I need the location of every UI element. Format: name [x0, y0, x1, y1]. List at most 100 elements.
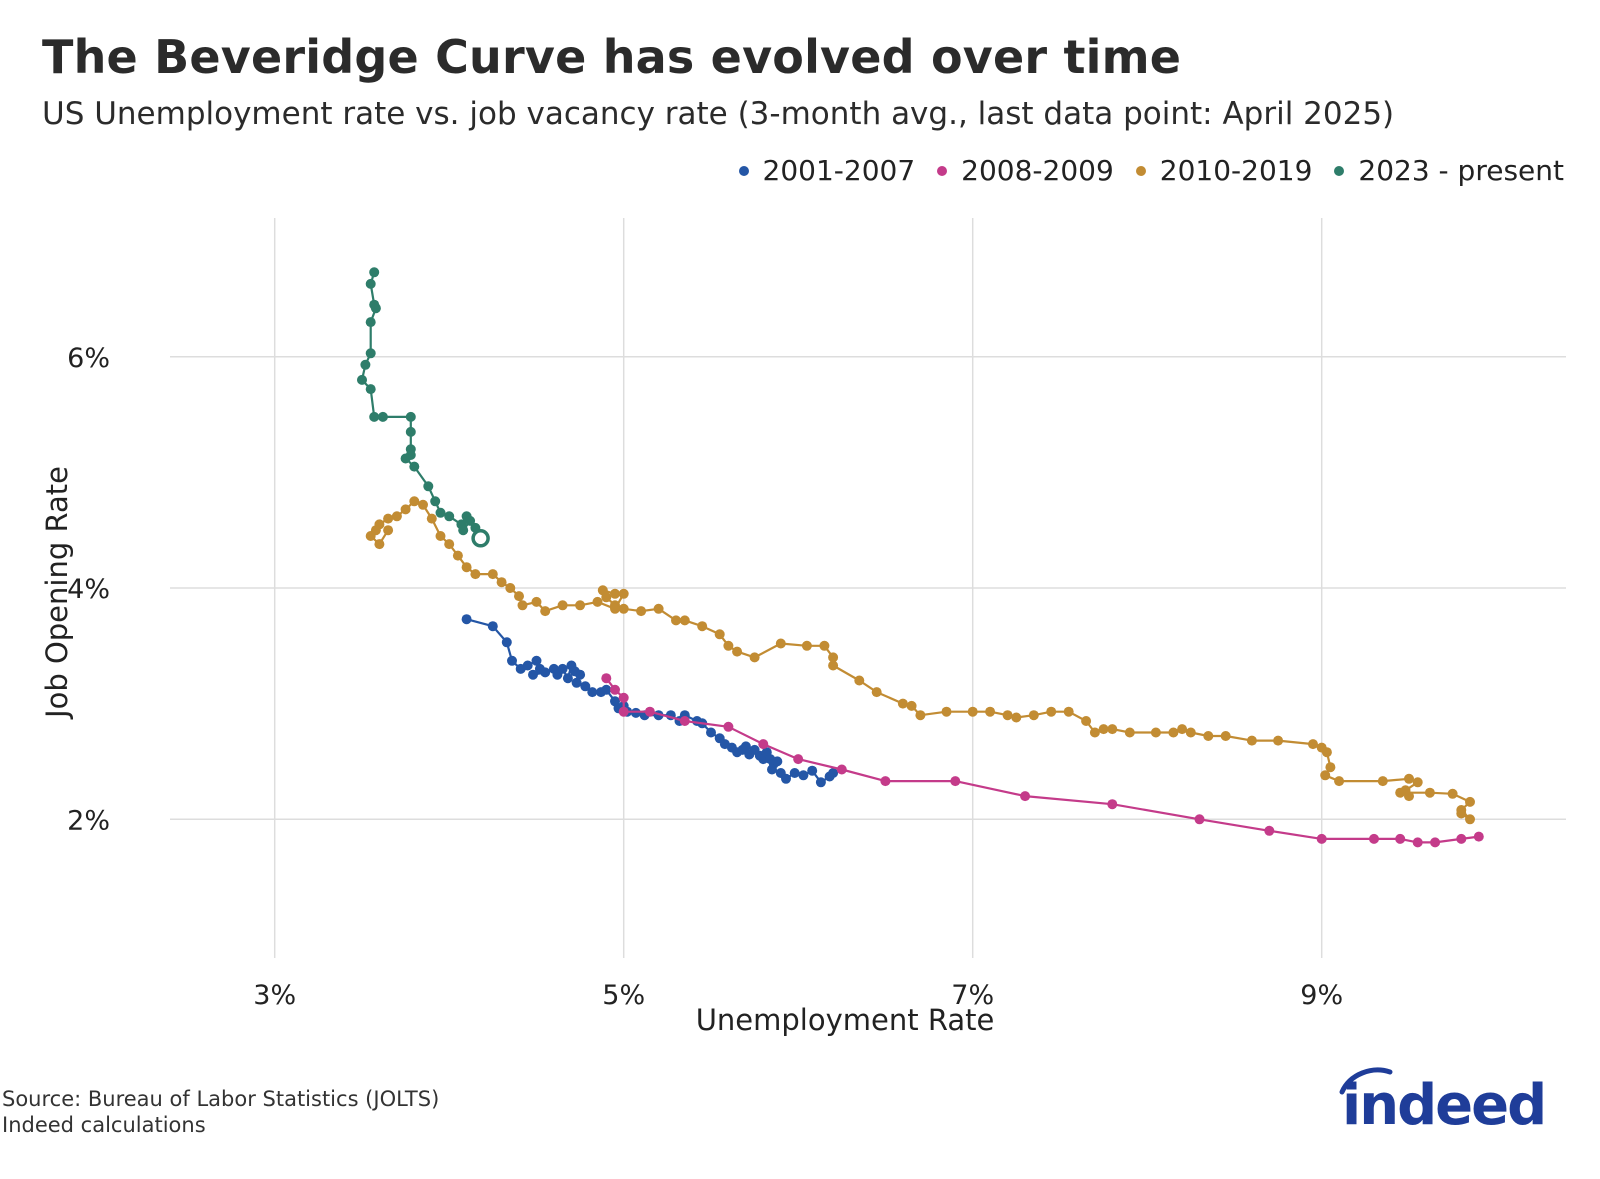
point-2008-2009-5 — [679, 716, 690, 726]
point-2010-2019-2 — [1456, 805, 1467, 815]
point-2010-2019-14 — [1325, 762, 1336, 773]
legend-swatch-2010-2019 — [1135, 165, 1146, 176]
indeed-logo-wordmark: indeed — [1342, 1073, 1545, 1134]
point-2001-2007-13 — [562, 673, 573, 684]
point-2010-2019-23 — [1177, 724, 1188, 735]
point-2023-present-20 — [444, 511, 455, 522]
point-2010-2019-82 — [409, 496, 420, 507]
point-2023-present-24 — [465, 515, 476, 526]
point-2008-2009-4 — [644, 706, 655, 717]
point-2023-present-15 — [400, 453, 411, 464]
point-2010-2019-24 — [1168, 727, 1179, 738]
source-note: Source: Bureau of Labor Statistics (JOLT… — [2, 1086, 439, 1138]
point-2010-2019-21 — [1203, 731, 1214, 741]
point-2008-2009-19 — [1412, 837, 1423, 848]
point-2010-2019-25 — [1150, 727, 1161, 738]
point-2001-2007-40 — [740, 741, 751, 752]
point-2010-2019-46 — [819, 640, 830, 651]
point-2010-2019-63 — [618, 588, 629, 599]
y-tick-label-4: 4% — [67, 574, 110, 605]
point-2010-2019-43 — [854, 675, 865, 686]
point-2008-2009-8 — [793, 754, 804, 765]
point-2008-2009-21 — [1456, 833, 1467, 844]
point-2010-2019-35 — [1002, 710, 1013, 721]
point-2010-2019-26 — [1124, 727, 1135, 738]
point-2010-2019-81 — [418, 499, 428, 510]
point-2010-2019-55 — [671, 615, 681, 626]
point-2023-present-11 — [405, 411, 416, 422]
point-2010-2019-80 — [426, 513, 437, 524]
legend-label-2008-2009: 2008-2009 — [961, 154, 1114, 187]
legend-swatch-2023-present — [1334, 165, 1345, 176]
y-axis-title: Job Opening Rate — [40, 466, 74, 720]
point-2010-2019-34 — [1011, 712, 1022, 723]
point-2010-2019-77 — [452, 550, 463, 561]
point-2023-present-17 — [423, 481, 434, 492]
point-2008-2009-10 — [880, 776, 891, 787]
legend-item-2008-2009: 2008-2009 — [937, 154, 1114, 187]
point-2001-2007-54 — [807, 765, 818, 776]
point-2010-2019-66 — [575, 600, 586, 611]
point-2010-2019-70 — [517, 600, 528, 611]
point-2010-2019-44 — [828, 660, 839, 671]
point-2023-present-3 — [370, 303, 381, 314]
point-2010-2019-68 — [540, 606, 551, 617]
point-2010-2019-11 — [1377, 776, 1388, 787]
x-tick-label-9: 9% — [1300, 980, 1343, 1011]
point-2010-2019-17 — [1308, 739, 1318, 750]
point-2001-2007-48 — [772, 756, 783, 767]
x-tick-label-7: 7% — [951, 980, 994, 1011]
point-2023-present-16 — [409, 461, 420, 472]
point-2008-2009-17 — [1369, 833, 1379, 844]
x-tick-label-3: 3% — [253, 980, 296, 1011]
point-2010-2019-12 — [1334, 776, 1345, 787]
point-2001-2007-5 — [522, 660, 533, 671]
point-2008-2009-13 — [1107, 799, 1118, 810]
point-2008-2009-11 — [950, 776, 961, 787]
point-2010-2019-30 — [1081, 716, 1092, 726]
point-2010-2019-75 — [470, 569, 481, 580]
point-2010-2019-79 — [435, 531, 446, 541]
point-2008-2009-15 — [1264, 825, 1275, 836]
indeed-logo-swoosh-icon — [1339, 1067, 1393, 1095]
series-2010-2019 — [365, 496, 1475, 825]
point-2010-2019-19 — [1246, 735, 1257, 746]
point-2001-2007-52 — [789, 768, 800, 778]
point-2010-2019-83 — [400, 504, 411, 515]
chart-title: The Beveridge Curve has evolved over tim… — [42, 30, 1182, 84]
point-2010-2019-39 — [915, 710, 926, 721]
point-2008-2009-22 — [1473, 831, 1484, 842]
point-2010-2019-85 — [383, 513, 394, 524]
series-line-2023-present — [360, 271, 482, 539]
point-2023-present-18 — [430, 496, 441, 507]
point-2010-2019-51 — [723, 640, 734, 651]
point-2010-2019-38 — [941, 706, 952, 717]
series-layer — [357, 267, 1484, 848]
point-2010-2019-31 — [1063, 706, 1074, 717]
legend-swatch-2008-2009 — [937, 165, 948, 176]
legend-label-2001-2007: 2001-2007 — [762, 154, 916, 187]
point-2010-2019-41 — [897, 698, 908, 709]
point-2010-2019-27 — [1107, 724, 1118, 735]
x-axis-title: Unemployment Rate — [696, 1003, 995, 1037]
point-2008-2009-1 — [610, 684, 620, 695]
point-2010-2019-69 — [531, 596, 542, 607]
x-tick-label-5: 5% — [602, 980, 645, 1011]
indeed-logo: indeed — [1339, 1067, 1547, 1134]
point-2010-2019-47 — [801, 640, 812, 651]
series-line-2008-2009 — [605, 677, 1479, 844]
point-2010-2019-62 — [610, 588, 620, 599]
point-2010-2019-71 — [514, 591, 524, 602]
point-2001-2007-3 — [507, 655, 517, 666]
point-2023-present-19 — [435, 507, 446, 518]
point-2008-2009-3 — [618, 706, 629, 717]
source-line-1: Source: Bureau of Labor Statistics (JOLT… — [2, 1087, 440, 1111]
point-2010-2019-76 — [461, 562, 472, 573]
point-2010-2019-67 — [557, 600, 568, 611]
point-2023-present-6 — [360, 359, 371, 370]
last-data-point-marker — [471, 529, 490, 548]
point-2023-present-9 — [369, 411, 380, 422]
point-2010-2019-48 — [775, 638, 786, 649]
point-2008-2009-20 — [1430, 837, 1441, 848]
point-2010-2019-28 — [1098, 724, 1109, 735]
